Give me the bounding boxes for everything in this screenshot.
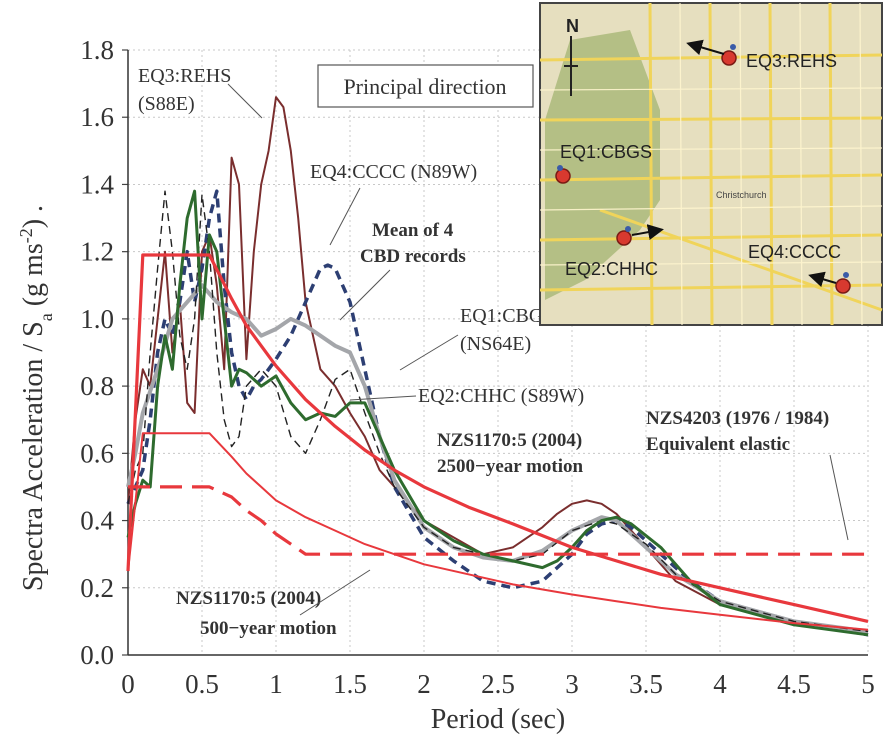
leader-eq3 xyxy=(227,83,263,119)
annotation-eq2: EQ2:CHHC (S89W) xyxy=(418,385,584,407)
inset-map-park xyxy=(545,30,660,300)
annotation-nzs500-line2: 500−year motion xyxy=(200,618,337,639)
y-axis-label-sub: a xyxy=(36,313,56,321)
station-arrow-eq3 xyxy=(686,39,725,56)
station-dot-eq3 xyxy=(730,44,736,50)
annotation-eq4: EQ4:CCCC (N89W) xyxy=(310,161,477,183)
annotation-nzs2500-line1: NZS1170:5 (2004) xyxy=(437,430,582,451)
x-tick-label: 4 xyxy=(713,669,727,699)
principal-direction-box xyxy=(317,64,534,108)
leader-eq1 xyxy=(399,334,459,371)
annotation-eq1-line1: EQ1:CBGS xyxy=(460,305,554,327)
series-line-5 xyxy=(126,253,869,623)
x-tick-label: 2 xyxy=(417,669,431,699)
series-line-0 xyxy=(127,96,869,633)
station-dot-eq4 xyxy=(843,272,849,278)
principal-direction-label: Principal direction xyxy=(343,74,506,99)
y-tick-label: 0.2 xyxy=(80,573,114,603)
y-tick-label: 1.2 xyxy=(80,237,114,267)
y-axis-label: Spectra Acceleration / Sa (g ms-2) . xyxy=(16,205,56,591)
series-line-1 xyxy=(126,189,869,637)
leader-eq2 xyxy=(349,395,417,401)
y-tick-label: 1.6 xyxy=(80,102,114,132)
x-tick-label: 3 xyxy=(565,669,579,699)
annotation-nzs4203-line2: Equivalent elastic xyxy=(646,434,790,455)
x-axis-label: Period (sec) xyxy=(431,704,566,735)
x-tick-label: 4.5 xyxy=(777,669,811,699)
station-arrow-eq4 xyxy=(808,271,837,288)
station-label-eq4: EQ4:CCCC xyxy=(748,242,841,262)
y-axis-label-unit: (g ms xyxy=(18,243,49,313)
station-label-eq2: EQ2:CHHC xyxy=(565,259,658,279)
y-tick-label: 0.0 xyxy=(80,640,114,670)
leader-nzs4203 xyxy=(829,454,849,541)
y-tick-label: 1.8 xyxy=(80,35,114,65)
x-tick-label: 2.5 xyxy=(481,669,515,699)
series-line-3 xyxy=(127,190,869,633)
series-line-7 xyxy=(128,485,868,556)
station-marker-eq2 xyxy=(616,230,632,246)
x-tick-label: 0 xyxy=(121,669,135,699)
annotation-nzs4203-line1: NZS4203 (1976 / 1984) xyxy=(646,408,829,429)
y-axis-label-end: ) . xyxy=(18,205,49,228)
station-arrow-eq2 xyxy=(631,224,664,240)
annotation-nzs500-line1: NZS1170:5 (2004) xyxy=(176,588,321,609)
y-tick-label: 0.8 xyxy=(80,371,114,401)
annotation-eq3-line1: EQ3:REHS xyxy=(138,65,231,87)
series-line-6 xyxy=(127,432,869,631)
leader-nzs500 xyxy=(299,569,371,616)
y-axis-label-sup: -2 xyxy=(16,228,36,243)
station-dot-eq1 xyxy=(557,165,563,171)
station-marker-eq4 xyxy=(835,278,851,294)
x-tick-label: 1.5 xyxy=(333,669,367,699)
station-marker-eq1 xyxy=(555,168,571,184)
station-marker-eq3 xyxy=(721,50,737,66)
x-tick-label: 3.5 xyxy=(629,669,663,699)
leader-eq4 xyxy=(329,187,361,246)
inset-map: N Christchurch EQ3:REHS EQ1:CBGS EQ2:CHH… xyxy=(539,2,883,326)
series-group xyxy=(126,96,869,637)
y-axis-label-main: Spectra Acceleration / S xyxy=(18,321,49,591)
x-tick-label: 0.5 xyxy=(185,669,219,699)
x-tick-label: 1 xyxy=(269,669,283,699)
y-tick-label: 1.0 xyxy=(80,304,114,334)
annotation-eq1-line2: (NS64E) xyxy=(460,333,531,355)
annotation-mean-line1: Mean of 4 xyxy=(372,220,454,241)
y-tick-label: 1.4 xyxy=(80,169,114,199)
annotation-eq3-line2: (S88E) xyxy=(138,93,195,115)
axes: 0 0.5 1 1.5 2 2.5 3 3.5 4 4.5 5 0.0 0.2 0.4 0.6 0.8 1.0 1… xyxy=(80,35,875,699)
x-tick-label: 5 xyxy=(861,669,875,699)
station-label-eq1: EQ1:CBGS xyxy=(560,142,652,162)
y-tick-label: 0.4 xyxy=(80,506,114,536)
inset-map-city-label: Christchurch xyxy=(716,190,767,200)
y-tick-label: 0.6 xyxy=(80,438,114,468)
inset-map-north-label: N xyxy=(566,16,579,36)
annotation-nzs2500-line2: 2500−year motion xyxy=(437,456,584,477)
station-label-eq3: EQ3:REHS xyxy=(746,51,837,71)
station-dot-eq2 xyxy=(625,226,631,232)
inset-map-minor-streets xyxy=(539,2,883,326)
annotation-mean-line2: CBD records xyxy=(360,246,466,267)
leader-mean xyxy=(339,269,391,321)
